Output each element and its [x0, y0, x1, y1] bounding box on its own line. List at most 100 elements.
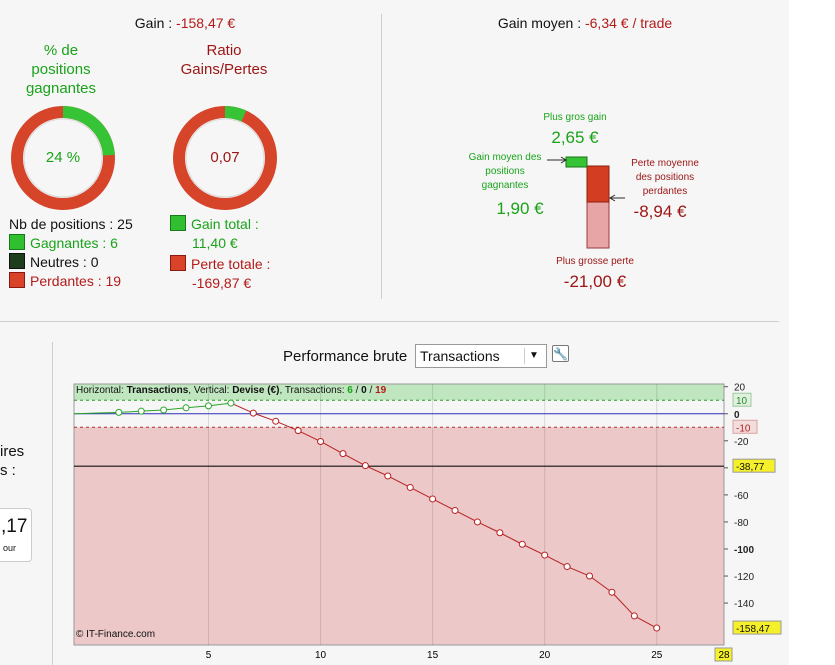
data-point [563, 563, 571, 571]
data-point [473, 518, 481, 526]
avg-loss-value: -8,94 € [633, 202, 687, 221]
performance-chart: 5 10 15 20 25 20 0 -20 -60 -80 -100 -120 -140 10 -10 -3… [73, 383, 782, 662]
data-point [518, 540, 526, 548]
y-tick-label: -80 [734, 518, 749, 529]
lower-band-label-box [732, 419, 758, 434]
series-segment [544, 554, 568, 568]
series-segment [522, 543, 545, 556]
data-point [115, 408, 123, 416]
neutral-swatch [9, 253, 25, 269]
final-value-label-box [732, 620, 782, 635]
info-trans: , Transactions: [279, 385, 348, 396]
data-point [429, 495, 437, 503]
axis-select[interactable]: Transactions ▼ [415, 344, 547, 368]
avg-win-label: Gain moyen des positions gagnantes [455, 151, 555, 193]
y-tick-label: -120 [734, 572, 754, 583]
win-rate-title-line: % de [43, 42, 79, 59]
max-gain-value: 2,65 € [551, 128, 599, 147]
winners-row: Gagnantes : 6 [9, 234, 133, 253]
series-segment [365, 465, 389, 477]
info-mid: , Vertical: [188, 385, 233, 396]
data-point [182, 404, 190, 412]
gain-summary: Gain : -158,47 € [70, 15, 300, 31]
losers-swatch [9, 272, 25, 288]
winners-swatch [9, 234, 25, 250]
series-segment [589, 575, 613, 593]
win-rate-value: 24 % [45, 149, 81, 166]
series-segment [118, 410, 142, 413]
series-segment [634, 615, 657, 629]
avg-win-arrow-head [560, 156, 567, 164]
horizontal-divider [0, 321, 779, 322]
data-point [608, 588, 616, 596]
series-segment [73, 411, 119, 415]
totals: Gain total : 11,40 € Perte totale : -169… [170, 215, 270, 293]
avg-win-bar [565, 156, 588, 168]
data-point [137, 407, 145, 415]
wrench-icon[interactable]: 🔧 [552, 345, 569, 362]
vertical-divider-top [381, 14, 382, 299]
data-point [406, 483, 414, 491]
avg-win-value: 1,90 € [496, 199, 544, 218]
data-point [272, 417, 280, 425]
upper-band-label-box [732, 392, 752, 407]
losers-count: Perdantes : 19 [30, 273, 122, 289]
win-rate-title-line: positions [31, 61, 91, 78]
position-stats: Nb de positions : 25 Gagnantes : 6 Neutr… [9, 215, 133, 291]
gain-label: Gain : [134, 15, 177, 31]
y-tick-label: 20 [734, 383, 746, 394]
avg-gain-value: -6,34 € / trade [584, 15, 673, 31]
average-label-box [732, 458, 776, 473]
chevron-down-icon[interactable]: ▼ [524, 348, 543, 364]
avg-loss-bar [586, 165, 610, 203]
winners-count: Gagnantes : 6 [30, 235, 118, 251]
loss-zone [74, 427, 724, 645]
win-rate-donut-arc [62, 106, 115, 156]
gain-total-value: 11,40 € [192, 235, 238, 251]
max-gain-label: Plus gros gain [543, 112, 607, 123]
series-segment [611, 591, 635, 617]
gain-total-label: Gain total : [191, 216, 259, 232]
series-segment [342, 453, 366, 467]
y-tick-label: -100 [734, 545, 754, 556]
info-vertical: Devise (€) [232, 385, 280, 396]
left-panel-sub: our [3, 543, 17, 553]
gain-value: -158,47 € [176, 15, 236, 31]
x-max-box [714, 647, 733, 662]
data-point [339, 450, 347, 458]
neutral-row: Neutres : 0 [9, 253, 133, 272]
series-segment [477, 521, 501, 534]
ratio-title-line: Gains/Pertes [180, 61, 268, 78]
avg-loss-label-line: des positions [635, 172, 695, 183]
series-segment [320, 441, 344, 455]
left-panel-line: ires [0, 443, 25, 460]
gain-total-row: Gain total : [170, 215, 270, 234]
avg-win-label-line: Gain moyen des [468, 152, 542, 163]
loss-total-label: Perte totale : [191, 256, 271, 272]
data-point [451, 506, 459, 514]
x-max-label: 28 [718, 650, 730, 661]
info-horizontal: Transactions [126, 385, 189, 396]
ratio-value: 0,07 [210, 149, 240, 166]
series-segment [186, 405, 209, 409]
series-segment [499, 532, 523, 545]
info-winners: 6 [347, 385, 353, 396]
win-rate-donut-center [23, 118, 103, 198]
loss-total-value: -169,87 € [192, 275, 252, 291]
x-tick-label: 25 [651, 650, 663, 661]
upper-band-label: 10 [736, 396, 748, 407]
data-point [496, 529, 504, 537]
data-point [586, 572, 594, 580]
series-segment [432, 498, 456, 511]
positions-count: Nb de positions : 25 [9, 216, 133, 232]
data-point [204, 402, 212, 410]
data-point [384, 472, 392, 480]
data-point [294, 427, 302, 435]
performance-title: Performance brute [283, 348, 408, 365]
ratio-donut-center [185, 118, 265, 198]
axis-select-value: Transactions [420, 348, 500, 364]
left-panel-card: ,17 our [0, 508, 32, 562]
gain-zone [74, 384, 724, 401]
losers-row: Perdantes : 19 [9, 272, 133, 291]
series-segment [297, 430, 321, 442]
